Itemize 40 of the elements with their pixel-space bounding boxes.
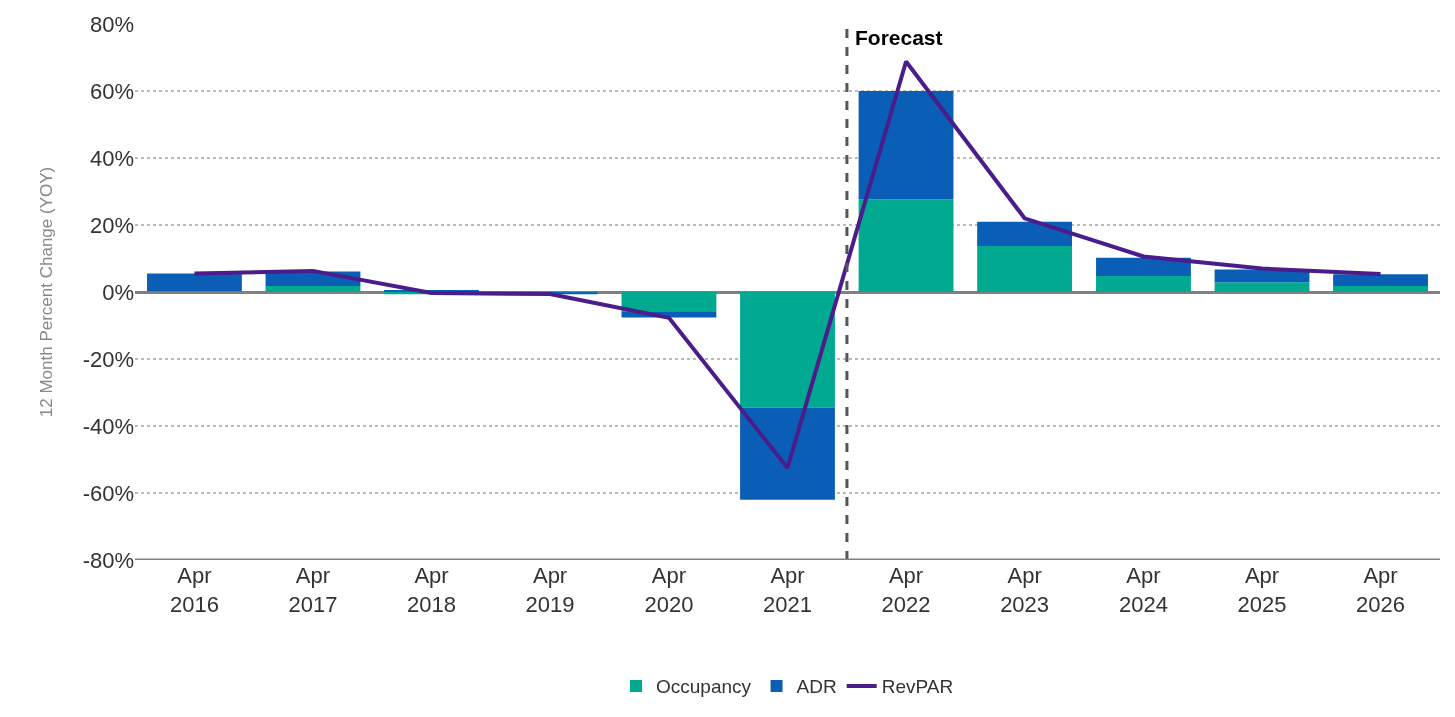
bar — [1333, 285, 1428, 292]
x-tick-label: Apr 2020 — [644, 563, 694, 617]
x-tick-label: Apr 2021 — [763, 563, 812, 617]
bar — [977, 221, 1073, 247]
x-tick-label: Apr 2018 — [407, 563, 457, 617]
bar — [740, 292, 835, 408]
x-tick-label: Apr 2016 — [169, 563, 219, 617]
bar — [265, 285, 361, 292]
bar — [858, 91, 954, 200]
x-tick-label: Apr 2025 — [1237, 563, 1287, 617]
x-tick-label: Apr 2019 — [525, 563, 575, 617]
y-tick-label: -80% — [82, 547, 134, 573]
y-axis-title: 12 Month Percent Change (YOY) — [37, 166, 57, 418]
line-series — [192, 59, 1383, 470]
y-tick-label: -60% — [82, 480, 134, 506]
bar — [621, 292, 717, 313]
y-tick-label: 20% — [89, 212, 134, 238]
y-tick-label: 40% — [89, 145, 134, 171]
ref-line-label: Forecast — [855, 26, 943, 49]
bar — [977, 246, 1073, 292]
bar — [147, 273, 242, 291]
bar — [1096, 257, 1191, 276]
y-tick-label: 0% — [102, 279, 134, 305]
legend-label: Occupancy — [656, 676, 752, 698]
bar — [740, 407, 835, 500]
y-tick-label: -40% — [82, 413, 134, 439]
x-tick-label: Apr 2017 — [288, 563, 338, 617]
bar — [1096, 275, 1191, 292]
bar — [858, 199, 954, 292]
y-tick-label: 80% — [89, 11, 134, 37]
y-tick-label: -20% — [82, 346, 134, 372]
bar — [1333, 274, 1428, 286]
x-tick-label: Apr 2024 — [1118, 563, 1168, 617]
x-tick-label: Apr 2023 — [1000, 563, 1050, 617]
bar — [1214, 282, 1310, 292]
legend-label: ADR — [796, 676, 837, 698]
x-tick-label: Apr 2026 — [1356, 563, 1406, 617]
x-tick-label: Apr 2022 — [881, 563, 931, 617]
y-tick-label: 60% — [89, 78, 134, 104]
legend-label: RevPAR — [881, 676, 954, 698]
